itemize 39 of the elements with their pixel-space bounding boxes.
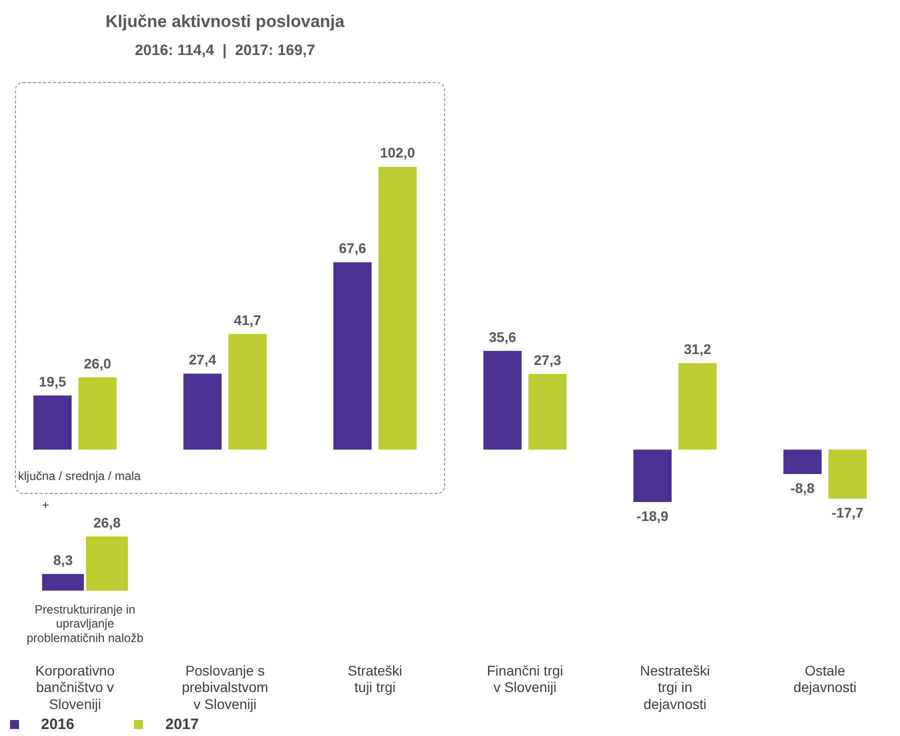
chart-title: Ključne aktivnosti poslovanja (104, 12, 346, 32)
data-label: 19,5 (38, 373, 66, 390)
data-label: -18,9 (636, 508, 669, 524)
legend-label: 2016 (41, 716, 74, 733)
x-tick-label: Korporativno bančništvo v Sloveniji (35, 662, 115, 712)
data-label: 8,3 (53, 552, 73, 568)
bar (378, 166, 417, 450)
bar (783, 450, 822, 474)
bar (483, 350, 522, 450)
bar (78, 378, 117, 450)
data-label: 41,7 (234, 312, 262, 328)
bar (678, 363, 717, 450)
data-label: 26,0 (84, 355, 112, 372)
data-label: -17,7 (832, 504, 864, 520)
x-tick-label: Strateški tuji trgi (348, 662, 402, 696)
data-label: 27,4 (188, 351, 216, 368)
x-tick-label: Finančni trgi v Sloveniji (486, 662, 564, 696)
x-tick-label: Poslovanje s prebivalstvom v Sloveniji (182, 662, 268, 712)
data-label: 35,6 (488, 328, 516, 345)
bar (528, 374, 567, 450)
data-label: 102,0 (380, 144, 416, 161)
legend-label: 2017 (165, 716, 199, 733)
x-tick-label: Ostale dejavnosti (793, 662, 857, 696)
bar (333, 262, 372, 450)
bar (828, 450, 867, 499)
data-label: 31,2 (684, 340, 712, 357)
data-label: 27,3 (534, 352, 562, 368)
chart-subtitle: 2016: 114,4 | 2017: 169,7 (134, 42, 316, 59)
bar (633, 450, 672, 502)
bar (33, 396, 72, 450)
bar (228, 334, 267, 450)
data-label: 67,6 (338, 240, 366, 256)
bar (183, 374, 222, 450)
annotation: ključna / srednja / mala (18, 469, 141, 483)
data-label: -8,8 (790, 480, 815, 496)
x-tick-label: Nestrateški trgi in dejavnosti (640, 662, 710, 712)
data-label: 26,8 (93, 514, 121, 530)
annotation: + (42, 498, 50, 512)
x-tick-label: Prestrukturiranje in upravljanje problematičnih naložb (26, 602, 144, 646)
